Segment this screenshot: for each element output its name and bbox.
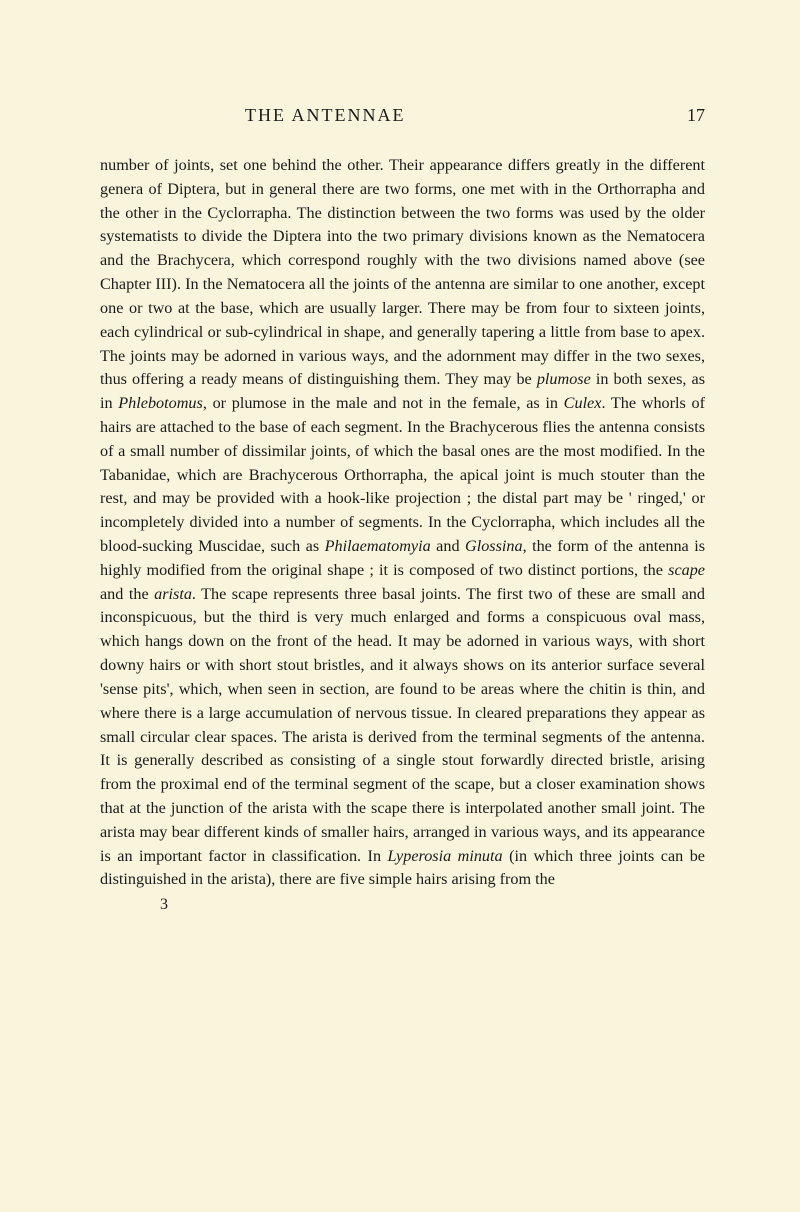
italic-term: Culex xyxy=(564,394,602,412)
text-run: and xyxy=(431,537,465,555)
italic-term: arista xyxy=(154,585,192,603)
text-run: number of joints, set one behind the oth… xyxy=(100,156,705,388)
text-run: , or plumose in the male and not in the … xyxy=(203,394,564,412)
text-run: . The scape represents three basal joint… xyxy=(100,585,705,865)
italic-term: plumose xyxy=(537,370,591,388)
running-head: THE ANTENNAE xyxy=(245,105,405,126)
page-header: THE ANTENNAE 17 xyxy=(100,105,705,126)
text-run: and the xyxy=(100,585,154,603)
italic-term: Phlebotomus xyxy=(118,394,203,412)
italic-term: scape xyxy=(668,561,705,579)
italic-term: Philaematomyia xyxy=(325,537,431,555)
text-run: . The whorls of hairs are attached to th… xyxy=(100,394,705,555)
body-paragraph: number of joints, set one behind the oth… xyxy=(100,154,705,892)
page-number: 17 xyxy=(687,105,705,126)
italic-term: Glossina xyxy=(465,537,523,555)
signature-mark: 3 xyxy=(160,896,705,914)
italic-term: Lyperosia minuta xyxy=(388,847,503,865)
